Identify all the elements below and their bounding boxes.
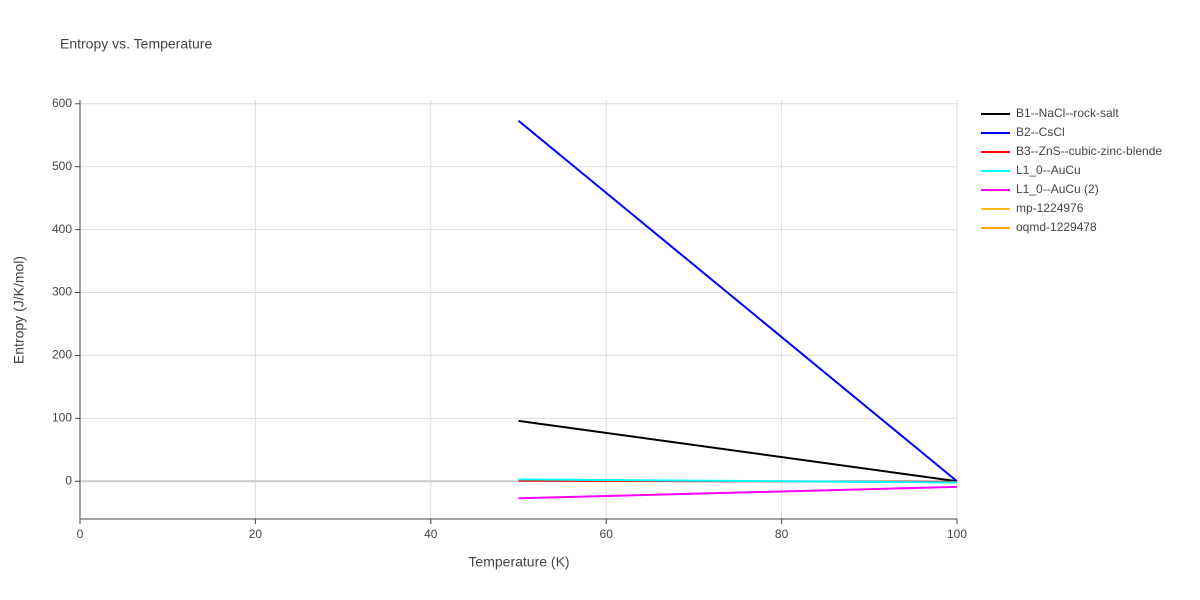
y-axis-title: Entropy (J/K/mol) xyxy=(11,256,27,364)
y-tick-label: 200 xyxy=(52,348,72,362)
y-tick-label: 0 xyxy=(65,473,72,487)
y-tick-label: 500 xyxy=(52,159,72,173)
x-tick-label: 100 xyxy=(947,527,967,541)
legend-label: oqmd-1229478 xyxy=(1016,220,1097,234)
x-tick-label: 40 xyxy=(424,527,438,541)
series-line xyxy=(517,119,958,483)
series-line xyxy=(518,485,958,500)
chart-title: Entropy vs. Temperature xyxy=(60,36,212,52)
x-axis-title: Temperature (K) xyxy=(468,554,569,570)
y-tick-label: 400 xyxy=(52,222,72,236)
legend-label: L1_0--AuCu xyxy=(1016,163,1081,177)
legend-label: mp-1224976 xyxy=(1016,201,1084,215)
x-tick-label: 0 xyxy=(77,527,84,541)
x-tick-label: 20 xyxy=(249,527,263,541)
series-line xyxy=(518,478,958,484)
y-tick-label: 100 xyxy=(52,411,72,425)
y-tick-label: 300 xyxy=(52,285,72,299)
legend-label: L1_0--AuCu (2) xyxy=(1016,182,1099,196)
x-tick-label: 60 xyxy=(600,527,614,541)
legend-label: B1--NaCl--rock-salt xyxy=(1016,106,1119,120)
series-line xyxy=(518,419,958,483)
x-tick-label: 80 xyxy=(775,527,789,541)
legend-label: B3--ZnS--cubic-zinc-blende xyxy=(1016,144,1162,158)
legend-label: B2--CsCl xyxy=(1016,125,1065,139)
y-tick-label: 600 xyxy=(52,96,72,110)
